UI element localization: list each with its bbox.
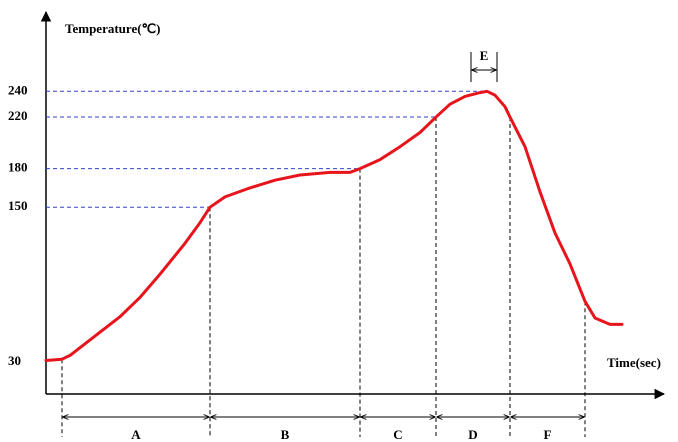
x-axis-label: Time(sec) — [607, 355, 661, 370]
y-tick-label: 30 — [8, 353, 21, 368]
y-axis-label: Temperature(℃) — [65, 21, 160, 36]
y-tick-label: 180 — [8, 160, 28, 175]
y-tick-label: 150 — [8, 198, 28, 213]
y-tick-label: 220 — [8, 108, 28, 123]
y-tick-label: 240 — [8, 82, 28, 97]
phase-label: A — [131, 427, 141, 442]
phase-label: B — [281, 427, 290, 442]
phase-label: F — [544, 427, 552, 442]
phase-label: C — [393, 427, 402, 442]
peak-label: E — [480, 48, 489, 63]
phase-label: D — [468, 427, 477, 442]
temperature-curve — [44, 89, 624, 362]
